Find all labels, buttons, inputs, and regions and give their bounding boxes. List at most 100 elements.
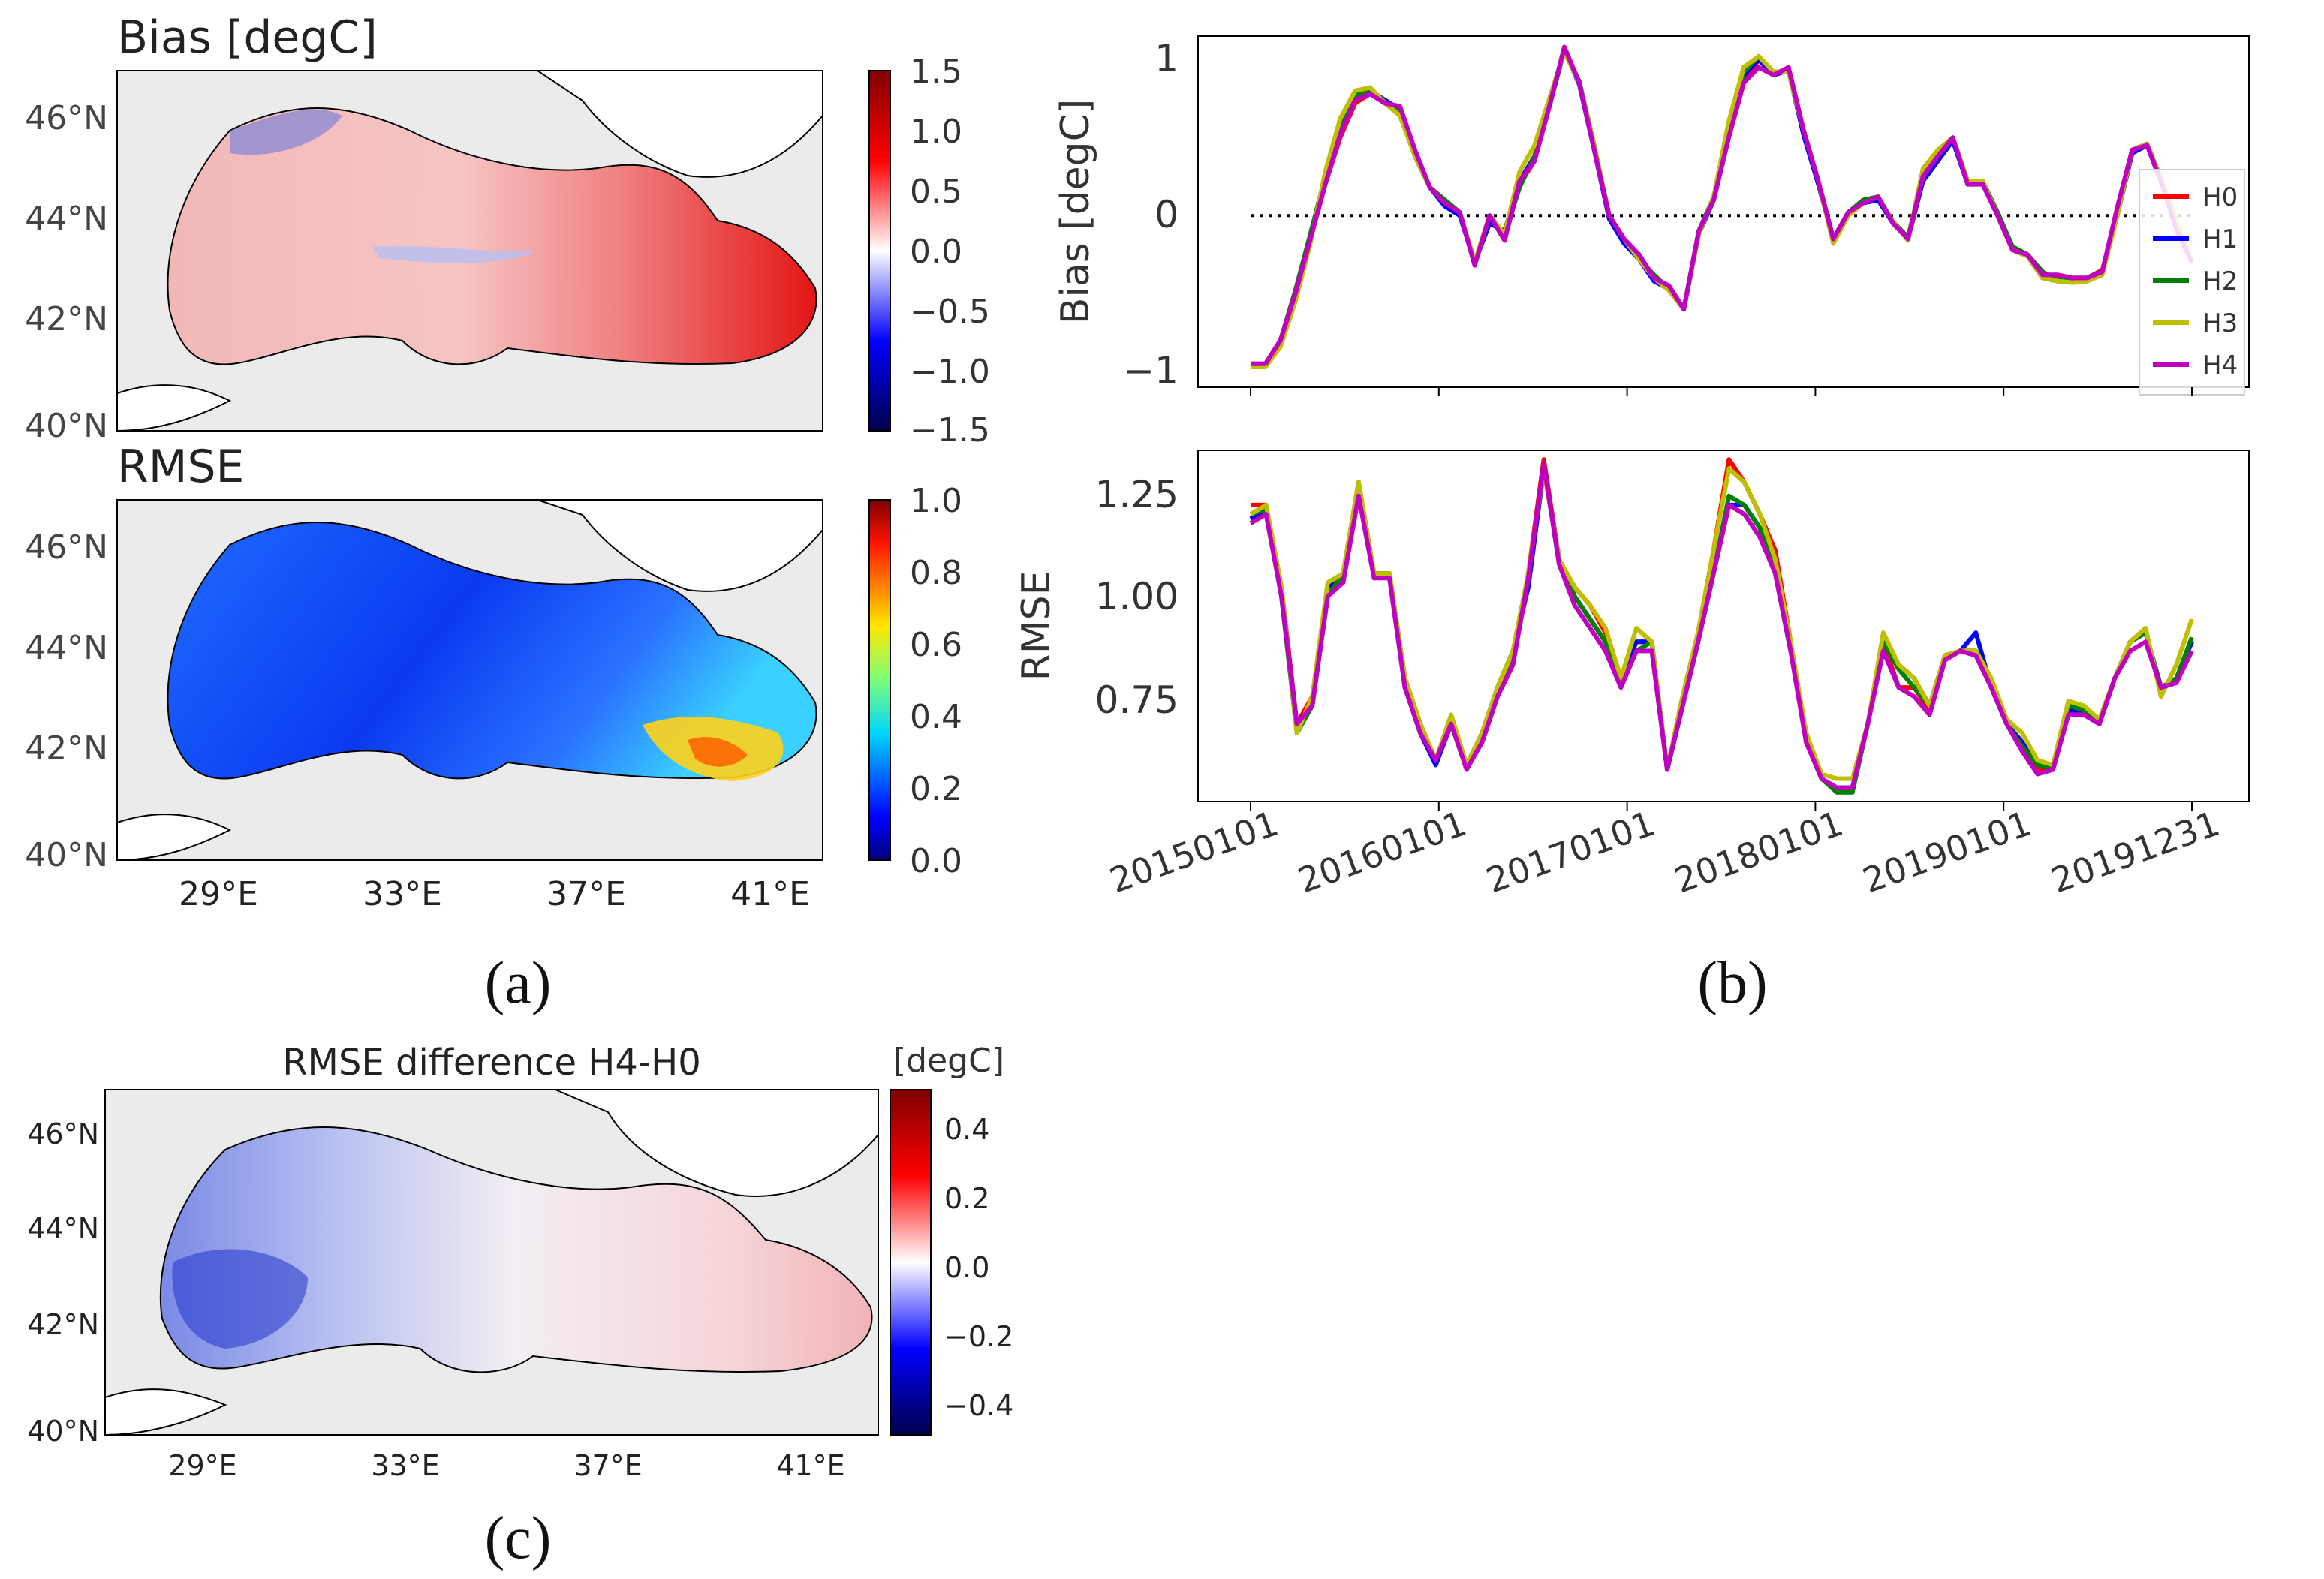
bias-ts-series xyxy=(1250,44,2194,369)
bias-sea-field xyxy=(167,107,817,365)
crimea-land xyxy=(555,1089,879,1197)
x-tick-label: 20160101 xyxy=(1293,803,1471,901)
colorbar-tick: −0.4 xyxy=(944,1389,1013,1422)
colorbar-tick: 0.5 xyxy=(910,173,962,211)
rmse-colorbar: 1.0 0.8 0.6 0.4 0.2 0.0 xyxy=(868,482,962,880)
lat-tick: 42°N xyxy=(25,300,108,338)
y-tick: 1.25 xyxy=(1095,473,1179,516)
legend-items: H0 H1 H2 H3 H4 xyxy=(2153,182,2238,380)
legend-label-h1: H1 xyxy=(2202,224,2238,254)
y-tick: 0 xyxy=(1154,193,1179,236)
rmse-colorbar-ticks: 1.0 0.8 0.6 0.4 0.2 0.0 xyxy=(910,482,962,880)
colorbar-tick: 0.0 xyxy=(944,1251,989,1284)
rmse-peak-patch xyxy=(688,737,748,767)
colorbar-tick: 0.0 xyxy=(910,842,962,880)
lon-tick: 33°E xyxy=(371,1449,439,1482)
lon-tick: 29°E xyxy=(168,1449,236,1482)
bias-colorbar-ramp xyxy=(868,70,891,432)
x-tick-label: 20190101 xyxy=(1857,803,2036,901)
crimea-land xyxy=(537,499,823,592)
diff-lon-ticks: 29°E 33°E 37°E 41°E xyxy=(168,1449,844,1482)
rmse-colorbar-ramp xyxy=(868,499,891,861)
bias-map-title: Bias [degC] xyxy=(117,11,378,64)
lon-tick: 41°E xyxy=(776,1449,844,1482)
colorbar-tick: 0.4 xyxy=(910,698,962,736)
diff-colorbar: [degC] 0.4 0.2 0.0 −0.2 −0.4 xyxy=(890,1042,1013,1436)
colorbar-tick: 0.8 xyxy=(910,554,962,592)
x-tick-label: 20150101 xyxy=(1104,803,1283,901)
bosphorus-land xyxy=(116,814,232,862)
bias-ts-yticks: 1 0 −1 xyxy=(1123,37,1179,392)
lon-tick: 41°E xyxy=(730,875,810,913)
diff-colorbar-label: [degC] xyxy=(893,1042,1004,1080)
bias-negative-band xyxy=(372,245,537,263)
y-tick: −1 xyxy=(1123,349,1179,392)
lon-tick: 33°E xyxy=(363,875,442,913)
colorbar-tick: 0.2 xyxy=(944,1182,989,1215)
legend-label-h2: H2 xyxy=(2202,266,2238,296)
lat-tick: 40°N xyxy=(25,836,108,874)
bias-negative-patch xyxy=(230,109,342,155)
lat-tick: 46°N xyxy=(27,1117,99,1150)
colorbar-tick: −0.2 xyxy=(944,1320,1013,1353)
colorbar-tick: 0.2 xyxy=(910,770,962,808)
lat-tick: 42°N xyxy=(25,729,108,768)
colorbar-tick: 1.0 xyxy=(910,482,962,520)
bias-colorbar-ticks: 1.5 1.0 0.5 0.0 −0.5 −1.0 −1.5 xyxy=(910,53,990,450)
bias-lat-ticks: 46°N 44°N 42°N 40°N xyxy=(25,99,108,445)
diff-lat-ticks: 46°N 44°N 42°N 40°N xyxy=(27,1117,99,1448)
lat-tick: 42°N xyxy=(27,1308,99,1341)
rmse-lon-ticks: 29°E 33°E 37°E 41°E xyxy=(179,875,810,913)
colorbar-tick: −1.0 xyxy=(910,353,990,391)
rmse-map-title: RMSE xyxy=(117,441,244,493)
colorbar-tick: 0.4 xyxy=(944,1113,989,1146)
bias-colorbar: 1.5 1.0 0.5 0.0 −0.5 −1.0 −1.5 xyxy=(868,53,990,450)
legend-label-h4: H4 xyxy=(2202,350,2238,380)
legend-label-h0: H0 xyxy=(2202,182,2238,212)
panel-label-a: (a) xyxy=(485,950,552,1016)
rmse-lat-ticks: 46°N 44°N 42°N 40°N xyxy=(25,528,108,874)
colorbar-tick: −0.5 xyxy=(910,293,990,331)
lat-tick: 46°N xyxy=(25,528,108,567)
rmse-ts-yticks: 1.25 1.00 0.75 xyxy=(1095,473,1179,722)
lon-tick: 37°E xyxy=(546,875,626,913)
bosphorus-land xyxy=(104,1388,227,1436)
panel-label-b: (b) xyxy=(1697,950,1767,1016)
lat-tick: 44°N xyxy=(25,200,108,238)
legend: H0 H1 H2 H3 H4 xyxy=(2139,169,2245,396)
colorbar-tick: 1.0 xyxy=(910,113,962,151)
bias-ts-ylabel: Bias [degC] xyxy=(1053,99,1098,325)
panel-label-c: (c) xyxy=(485,1505,552,1571)
colorbar-tick: −1.5 xyxy=(910,411,990,450)
bias-ts-panel: Bias [degC] 1 0 −1 H0 H1 H2 H3 H4 xyxy=(1053,35,2250,396)
lat-tick: 46°N xyxy=(25,99,108,137)
lat-tick: 40°N xyxy=(27,1415,99,1448)
series-line-h3 xyxy=(1249,466,2194,781)
lat-tick: 44°N xyxy=(27,1212,99,1245)
lon-tick: 29°E xyxy=(179,875,258,913)
x-tick-label: 20180101 xyxy=(1669,803,1848,901)
diff-sea-field xyxy=(159,1126,873,1373)
diff-colorbar-ticks: 0.4 0.2 0.0 −0.2 −0.4 xyxy=(944,1113,1013,1422)
diff-map-title: RMSE difference H4-H0 xyxy=(282,1042,701,1084)
diff-map-panel: 46°N 44°N 42°N 40°N 29°E 33°E 37°E 41°E xyxy=(27,1089,879,1482)
lat-tick: 40°N xyxy=(25,407,108,445)
series-line-h4 xyxy=(1251,44,2194,366)
bosphorus-land xyxy=(116,384,232,432)
y-tick: 0.75 xyxy=(1095,678,1179,722)
crimea-land xyxy=(534,70,823,178)
diff-colorbar-ramp xyxy=(890,1089,932,1436)
rmse-ts-ylabel: RMSE xyxy=(1014,571,1059,681)
bias-map-panel: 46°N 44°N 42°N 40°N xyxy=(25,70,823,445)
diff-negative-patch xyxy=(172,1249,308,1349)
series-line-h4 xyxy=(1249,462,2194,790)
lon-tick: 37°E xyxy=(573,1449,642,1482)
y-tick: 1 xyxy=(1154,37,1179,80)
rmse-map-panel: 46°N 44°N 42°N 40°N 29°E 33°E 37°E 41°E xyxy=(25,499,823,913)
colorbar-tick: 0.6 xyxy=(910,626,962,664)
lat-tick: 44°N xyxy=(25,629,108,667)
colorbar-tick: 0.0 xyxy=(910,233,962,271)
y-tick: 1.00 xyxy=(1095,575,1179,618)
rmse-ts-panel: RMSE 1.25 1.00 0.75 20150101 20160101 2017… xyxy=(1014,387,2250,901)
